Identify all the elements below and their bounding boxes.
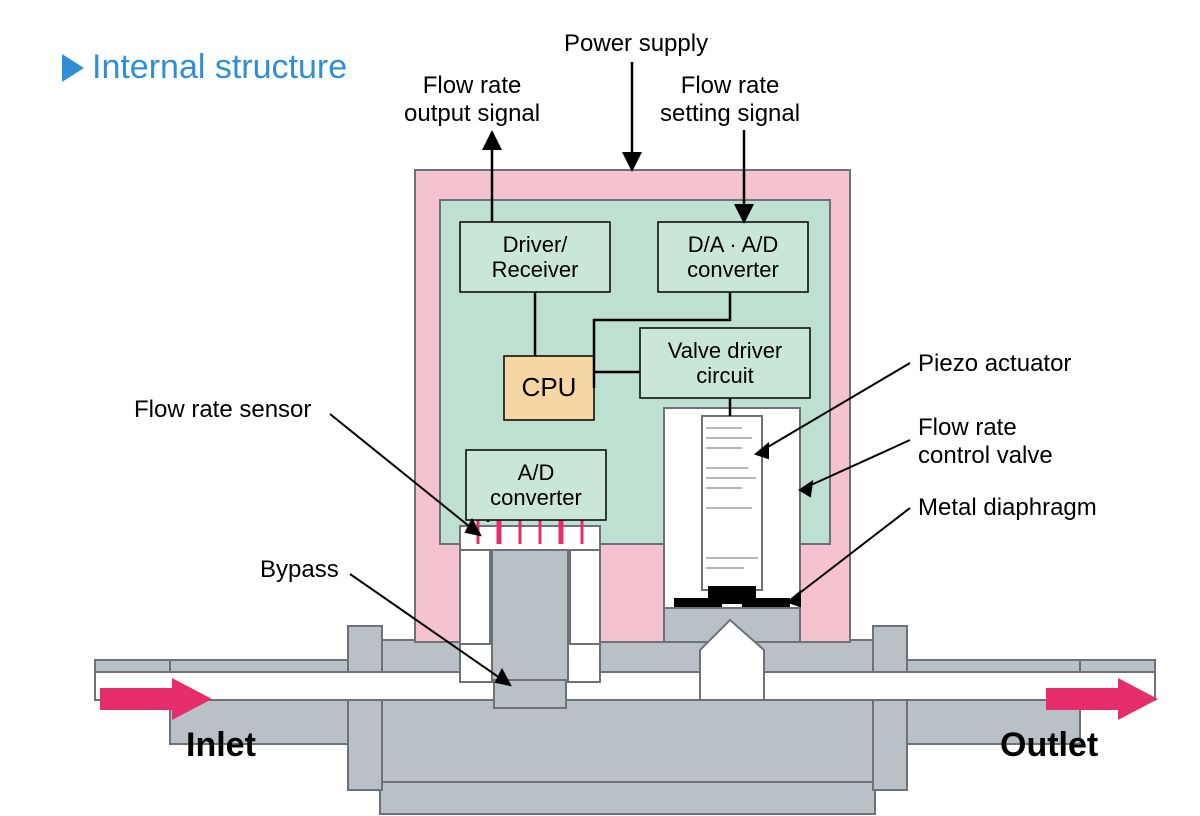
box-ad-converter: A/D converter	[466, 450, 606, 520]
box-da-ad: D/A · A/D converter	[658, 222, 808, 292]
flange-left	[348, 626, 382, 790]
label-bypass: Bypass	[260, 556, 339, 584]
box-ad-converter-label: A/D converter	[490, 460, 582, 511]
label-power-supply: Power supply	[564, 30, 708, 58]
label-diaphragm: Metal diaphragm	[918, 494, 1097, 522]
valve-plug	[708, 586, 756, 604]
piezo-actuator	[702, 416, 762, 590]
outlet-arrow-icon	[1046, 678, 1158, 720]
sensor-core2	[492, 550, 568, 680]
outlet-nipple	[1080, 660, 1155, 696]
label-control-valve: Flow rate control valve	[918, 414, 1053, 469]
sensor-riser	[460, 548, 600, 682]
body-main	[380, 640, 875, 782]
sensor-core	[494, 548, 566, 668]
actuator-striations	[706, 428, 758, 568]
diaphragm-right	[742, 598, 790, 632]
label-inlet: Inlet	[186, 726, 256, 765]
box-driver-receiver-label: Driver/ Receiver	[492, 232, 579, 283]
inlet-nipple	[95, 660, 170, 696]
box-cpu: CPU	[504, 356, 594, 420]
box-valve-driver: Valve driver circuit	[640, 328, 810, 398]
box-da-ad-label: D/A · A/D converter	[687, 232, 779, 283]
diaphragm-left	[674, 598, 722, 632]
flange-right	[873, 626, 907, 790]
valve-passage	[700, 620, 764, 700]
inlet-arrow-icon	[100, 678, 212, 720]
sensor-tube-left	[460, 544, 490, 644]
label-flow-rate-sensor: Flow rate sensor	[134, 396, 311, 424]
sensor-tube-top	[460, 526, 600, 550]
diagram-title-text: Internal structure	[92, 48, 347, 87]
triangle-icon	[62, 54, 84, 82]
diagram-title: Internal structure	[62, 48, 347, 87]
label-setting-signal: Flow rate setting signal	[660, 72, 800, 127]
box-valve-driver-label: Valve driver circuit	[668, 338, 783, 389]
bypass-block	[494, 668, 566, 708]
callouts-right	[756, 363, 910, 606]
label-output-signal: Flow rate output signal	[404, 72, 540, 127]
box-driver-receiver: Driver/ Receiver	[460, 222, 610, 292]
flow-channel	[95, 556, 1155, 700]
label-piezo: Piezo actuator	[918, 350, 1071, 378]
valve-base	[664, 608, 800, 642]
sensor-tube-right	[570, 544, 600, 644]
valve-housing	[664, 408, 800, 608]
label-outlet: Outlet	[1000, 726, 1098, 765]
box-cpu-label: CPU	[522, 373, 577, 403]
